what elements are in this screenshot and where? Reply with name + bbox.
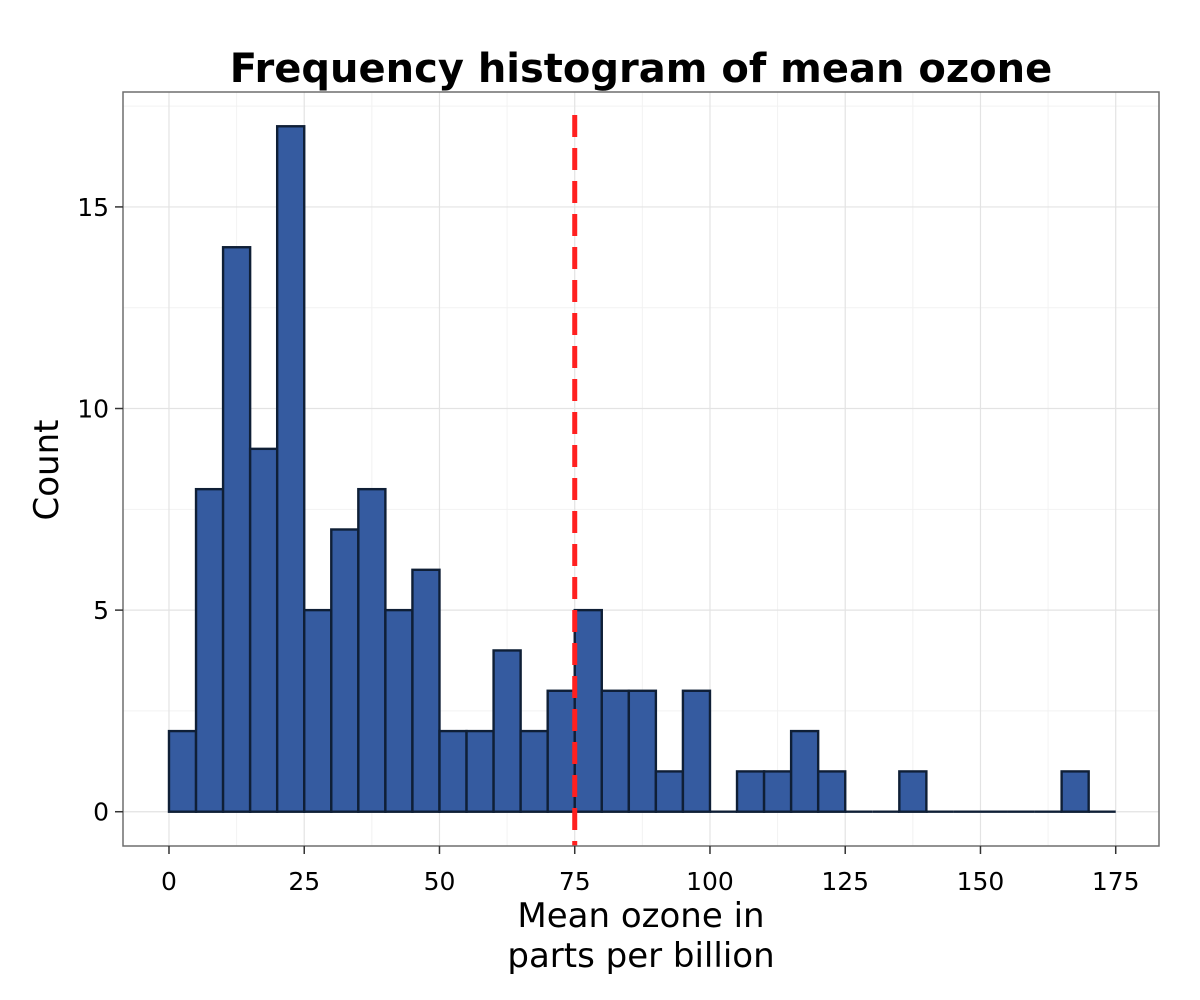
histogram-bar [654,770,685,813]
histogram-bar [573,608,603,813]
x-tick-label: 75 [559,867,591,896]
histogram-bar [627,689,658,813]
x-axis: 0 25 50 75 100 125 150 175 [161,846,1140,896]
histogram-bar [816,770,847,813]
histogram-bar [194,487,225,813]
histogram-bar [898,770,928,813]
plot-panel-border [122,91,1160,847]
histogram-bar [275,125,306,813]
y-axis-title: Count [27,420,67,521]
x-tick-label: 125 [821,867,869,896]
histogram-bar [546,689,576,813]
y-tick-label: 10 [77,395,109,424]
x-tick-label: 0 [161,867,177,896]
histogram-bar [303,608,333,813]
histogram-bar [248,447,279,813]
histogram-bar [600,689,631,813]
x-axis-title-line: parts per billion [507,936,774,976]
histogram-bar [221,246,252,813]
x-tick-label: 175 [1092,867,1140,896]
histogram-bar [384,608,414,813]
x-tick-label: 100 [686,867,734,896]
histogram-bar [492,649,522,813]
histogram-bar [789,729,820,813]
histogram-bars [167,125,1116,813]
histogram-bar [762,770,793,813]
x-axis-title: Mean ozone in parts per billion [507,896,774,976]
y-tick-label: 0 [93,798,109,827]
histogram-bar [167,729,198,813]
x-tick-label: 50 [424,867,456,896]
x-axis-title-line: Mean ozone in [517,896,764,936]
histogram-bar [330,528,360,813]
y-axis: 0 5 10 15 [77,193,123,827]
histogram-bar [519,729,549,813]
histogram-bar [411,568,441,813]
histogram-bar [357,487,387,813]
y-tick-label: 15 [77,193,109,222]
histogram-bar [438,729,468,813]
x-tick-label: 25 [288,867,320,896]
y-tick-label: 5 [93,596,109,625]
histogram-bar [465,729,495,813]
x-tick-label: 150 [957,867,1005,896]
chart-title: Frequency histogram of mean ozone [230,46,1052,92]
histogram-bar [681,689,712,813]
histogram-bar [1060,770,1090,813]
histogram-bar [735,770,766,813]
